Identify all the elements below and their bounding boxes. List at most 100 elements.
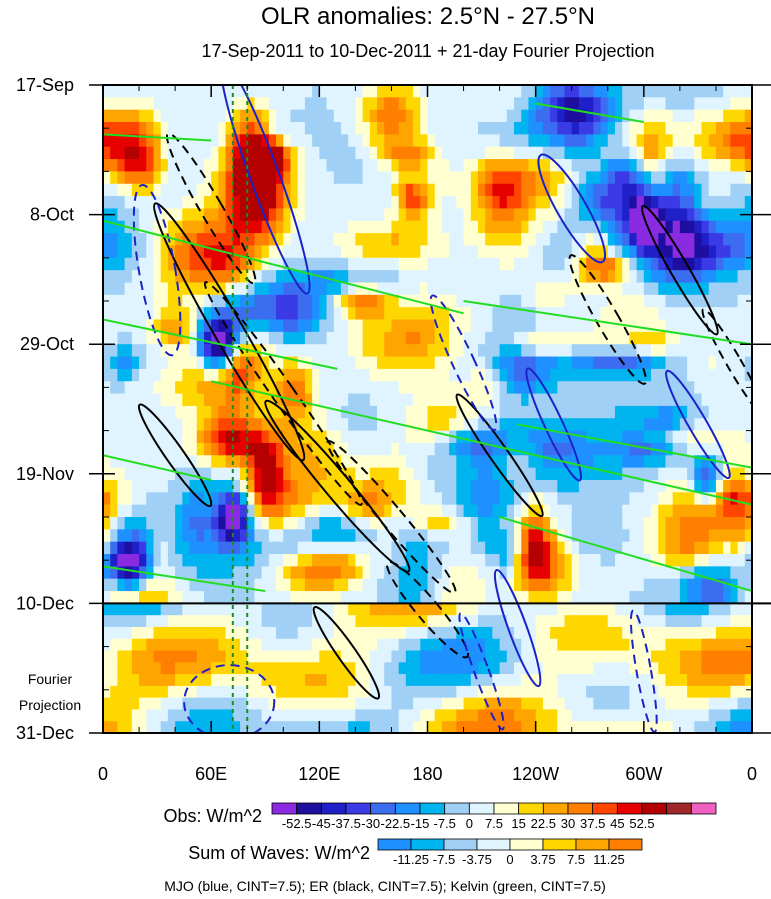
colorbar-level-label: -11.25	[393, 852, 429, 867]
er-contour	[203, 281, 363, 506]
colorbar-swatch	[616, 802, 643, 815]
colorbar-level-label: 7.5	[567, 852, 585, 867]
er-contour	[326, 440, 457, 594]
colorbar-level-label: 37.5	[580, 816, 605, 831]
colorbar-swatch	[608, 838, 643, 851]
colorbar-level-label: -37.5	[331, 816, 361, 831]
colorbar-level-label: 3.75	[530, 852, 555, 867]
er-contour	[165, 132, 257, 285]
chart-title: OLR anomalies: 2.5°N - 27.5°N	[261, 3, 595, 30]
colorbar-swatch	[370, 802, 396, 815]
kelvin-contour	[103, 454, 212, 481]
kelvin-contour	[517, 423, 752, 469]
colorbar-level-label: -7.5	[433, 852, 455, 867]
colorbar-level-label: 7.5	[485, 816, 503, 831]
colorbar-swatch	[542, 838, 577, 851]
y-tick-label: 8-Oct	[30, 205, 74, 225]
mjo-contour	[132, 183, 182, 357]
colorbar-swatch	[345, 802, 372, 815]
footer-legend: MJO (blue, CINT=7.5); ER (black, CINT=7.…	[164, 878, 606, 894]
obs-colorbar-label: Obs: W/m^2	[164, 806, 262, 826]
colorbar-swatch	[493, 802, 520, 815]
colorbar-swatch	[296, 802, 322, 815]
colorbar-level-label: 30	[561, 816, 575, 831]
er-contour	[641, 204, 719, 336]
olr-field	[103, 85, 752, 733]
er-contour	[568, 254, 647, 385]
colorbar-swatch	[320, 802, 347, 815]
kelvin-contour	[103, 219, 464, 315]
obs-colorbar: -52.5 -45 -37.5 -30 -22.5 -15 -7.5 0 7.5 15 22.5 30…	[271, 802, 717, 831]
er-contour	[137, 403, 213, 508]
mjo-contour	[219, 85, 311, 295]
mjo-contour	[429, 294, 498, 431]
colorbar-swatch	[444, 802, 470, 815]
kelvin-contour	[463, 300, 752, 346]
mjo-contour	[493, 569, 542, 688]
y-tick-label: 19-Nov	[16, 464, 74, 484]
colorbar-level-label: 22.5	[531, 816, 556, 831]
colorbar-swatch	[271, 802, 298, 815]
waves-colorbar-label: Sum of Waves: W/m^2	[188, 843, 370, 863]
colorbar-swatch	[443, 838, 478, 851]
kelvin-contour	[535, 102, 645, 124]
colorbar-swatch	[394, 802, 421, 815]
colorbar-swatch	[509, 838, 544, 851]
colorbar-level-label: -30	[361, 816, 380, 831]
er-contour	[455, 393, 544, 518]
x-tick-label: 60W	[625, 764, 662, 784]
chart-subtitle: 17-Sep-2011 to 10-Dec-2011 + 21-day Four…	[201, 41, 654, 61]
x-tick-label: 0	[747, 764, 757, 784]
colorbar-swatch	[690, 802, 717, 815]
colorbar-level-label: 15	[511, 816, 525, 831]
projection-label-line2: Projection	[19, 697, 81, 713]
colorbar-swatch	[542, 802, 569, 815]
er-contour	[701, 308, 752, 418]
colorbar-level-label: -45	[312, 816, 331, 831]
colorbar-level-label: 0	[506, 852, 513, 867]
wave-contours	[103, 85, 752, 733]
y-tick-label: 31-Dec	[16, 723, 74, 743]
colorbar-swatch	[666, 802, 692, 815]
colorbar-level-label: 45	[610, 816, 624, 831]
colorbar-level-label: -7.5	[433, 816, 455, 831]
y-tick-label: 17-Sep	[16, 75, 74, 95]
er-contour	[153, 202, 306, 462]
x-tick-label: 180	[412, 764, 442, 784]
er-contour	[312, 605, 381, 700]
mjo-contour	[458, 612, 505, 731]
colorbar-swatch	[575, 838, 610, 851]
projection-label-line1: Fourier	[28, 671, 73, 687]
colorbar-level-label: -22.5	[381, 816, 411, 831]
x-axis: 0 60E 120E 180 120W 60W 0	[98, 85, 757, 784]
y-tick-label: 10-Dec	[16, 593, 74, 613]
colorbar-swatch	[518, 802, 544, 815]
kelvin-contour	[103, 565, 266, 593]
colorbar-swatch	[592, 802, 618, 815]
colorbar-swatch	[419, 802, 446, 815]
mjo-contour	[525, 367, 583, 482]
reference-longitudes	[231, 85, 249, 733]
colorbar-level-label: 52.5	[629, 816, 654, 831]
colorbar-swatch	[641, 802, 668, 815]
colorbar-swatch	[468, 802, 495, 815]
colorbar-level-label: 11.25	[593, 852, 625, 867]
waves-colorbar: -11.25 -7.5 -3.75 0 3.75 7.5 11.25	[377, 838, 643, 867]
colorbar-swatch	[377, 838, 412, 851]
mjo-contour	[665, 369, 731, 480]
y-axis: 17-Sep 8-Oct 29-Oct 19-Nov 10-Dec 31-Dec	[16, 75, 771, 743]
x-tick-label: 120W	[512, 764, 559, 784]
x-tick-label: 0	[98, 764, 108, 784]
y-tick-label: 29-Oct	[20, 334, 74, 354]
colorbar-swatch	[410, 838, 445, 851]
colorbar-level-label: -3.75	[462, 852, 492, 867]
mjo-contour	[183, 664, 276, 733]
kelvin-contour	[210, 380, 752, 506]
colorbar-level-label: -52.5	[282, 816, 312, 831]
mjo-contour	[537, 153, 607, 264]
colorbar-swatch	[476, 838, 511, 851]
kelvin-contour	[499, 516, 752, 593]
kelvin-contour	[103, 318, 338, 370]
colorbar-swatch	[567, 802, 594, 815]
